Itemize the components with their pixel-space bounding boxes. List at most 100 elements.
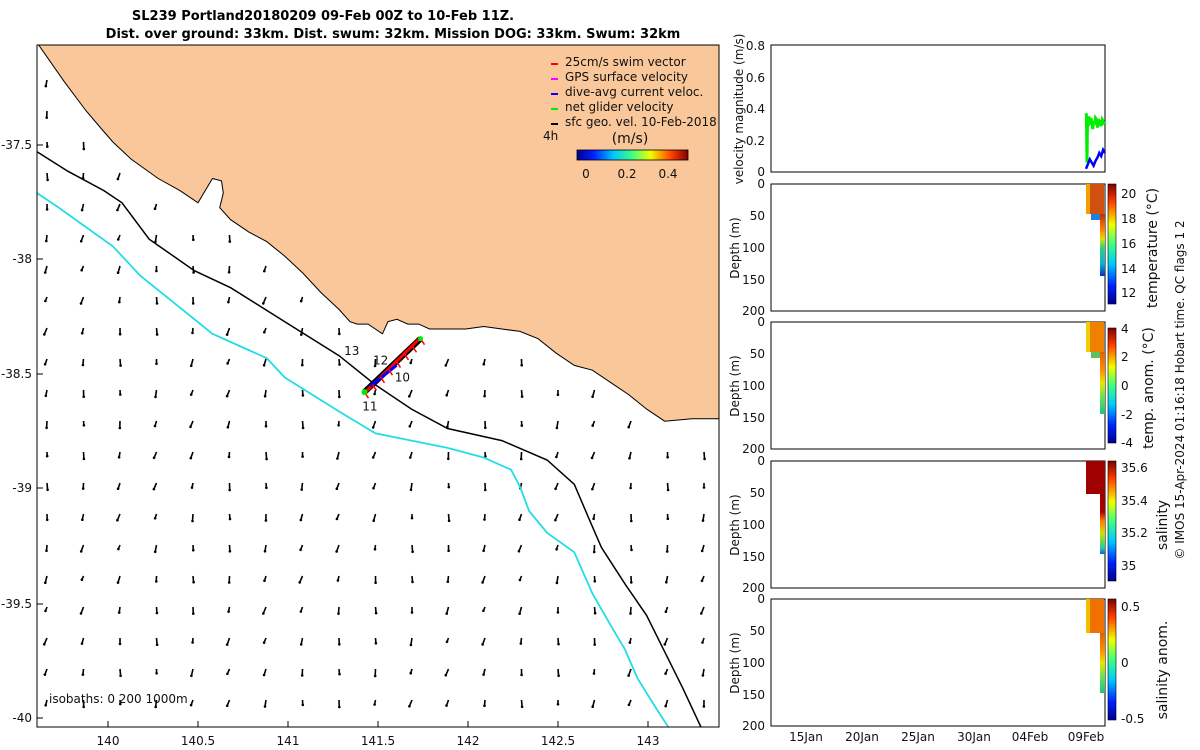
temperature-cb-tick: 14 [1121,262,1136,276]
geo-velocity-arrowhead [409,671,413,675]
geo-velocity-arrowhead [445,612,449,615]
geo-velocity-arrowhead [46,488,49,492]
salinity-anom-cb-tick: 0.5 [1121,600,1140,614]
geo-velocity-arrowhead [299,610,303,613]
dive-avg-vectors [369,364,398,388]
geo-velocity-arrowhead [263,330,266,334]
geo-velocity-arrowhead [118,642,122,646]
geo-velocity-arrowhead [520,673,523,677]
geo-velocity-arrowhead [554,487,557,491]
geo-velocity-arrowhead [226,425,230,429]
geo-velocity-arrowhead [338,643,341,646]
depth-tick: 150 [742,550,765,564]
geo-velocity-arrowhead [590,456,594,460]
salinity-cb-tick: 35.2 [1121,526,1148,540]
geo-velocity-arrowhead [225,643,229,646]
geo-velocity-arrowhead [80,642,84,645]
geo-velocity-arrowhead [192,271,195,274]
geo-velocity-arrowhead [262,673,266,677]
geo-velocity-arrowhead [46,178,49,182]
geo-velocity-arrowhead [225,394,229,398]
map-ytick-label: -38 [12,252,32,266]
geo-velocity-arrowhead [666,455,669,459]
map-panel: 140 140.5 141 141.5 142 142.5 143 -37.5 … [1,44,720,748]
temp-anom-profile-top [1086,322,1104,352]
geo-velocity-arrowhead [154,395,157,399]
geo-velocity-arrowhead [520,424,524,427]
geo-velocity-arrowhead [118,426,122,430]
geo-velocity-arrowhead [265,457,268,461]
salinity-anom-ylabel: Depth (m) [728,632,742,693]
date-tick: 25Jan [901,730,935,744]
geo-velocity-arrowhead [554,518,557,522]
depth-tick: 0 [757,315,765,329]
geo-velocity-arrowhead [189,393,193,396]
temp-anom-ylabel: Depth (m) [728,355,742,416]
geo-velocity-arrowhead [481,643,484,646]
geo-velocity-arrowhead [117,611,121,614]
geo-velocity-arrowhead [301,455,304,458]
geo-velocity-arrowhead [153,424,157,428]
geo-velocity-arrowhead [482,362,486,366]
geo-velocity-arrowhead [630,548,633,552]
geo-velocity-arrowhead [155,611,159,615]
geo-velocity-arrowhead [155,672,158,675]
geo-velocity-arrowhead [263,579,266,582]
geo-velocity-arrowhead [80,208,84,212]
temperature-panel: 0 50 100 150 200 Depth (m) 20 18 16 14 1… [728,177,1161,318]
geo-velocity-arrowhead [629,612,632,615]
depth-tick: 0 [757,592,765,606]
map-colorbar [576,149,689,161]
salinity-panel: 0 50 100 150 200 Depth (m) 35.6 35.4 35.… [728,454,1171,595]
geo-velocity-arrowhead [43,333,46,336]
geo-velocity-arrowhead [335,517,339,521]
geo-velocity-arrowhead [409,643,413,647]
geo-velocity-arrowhead [43,642,46,646]
map-colorbar-tick: 0.2 [617,167,636,181]
geo-velocity-arrowhead [483,394,486,398]
geo-velocity-arrowhead [298,581,302,584]
temperature-axes [770,183,1106,312]
depth-tick: 50 [750,209,765,223]
geo-velocity-arrowhead [154,705,157,709]
geo-velocity-arrowhead [338,705,341,709]
map-ytick-label: -38.5 [1,367,32,381]
geo-velocity-arrowhead [189,425,192,429]
geo-velocity-arrowhead [79,239,83,243]
geo-velocity-arrowhead [116,238,120,241]
geo-velocity-arrowhead [191,641,194,644]
geo-velocity-arrowhead [192,580,195,584]
map-colorbar-tick: 0 [582,167,590,181]
temperature-profile-deep [1100,214,1105,276]
depth-tick: 0 [757,177,765,191]
map-colorbar-tick: 0.4 [658,167,677,181]
geo-velocity-arrowhead [228,517,232,521]
geo-velocity-arrowhead [192,612,195,615]
geo-velocity-arrowhead [153,550,157,554]
geo-velocity-arrowhead [262,612,265,615]
geo-velocity-arrowhead [592,550,596,554]
map-ytick-label: -39 [12,481,32,495]
geo-velocity-arrowhead [591,487,594,491]
geo-velocity-arrowhead [336,579,340,582]
swim-vector [387,368,394,376]
geo-velocity-arrowhead [447,519,451,523]
geo-velocity-arrowhead [265,486,268,490]
geo-velocity-arrowhead [408,425,412,428]
geo-velocity-arrowhead [45,116,48,119]
temp-anom-colorbar [1107,327,1117,444]
velocity-series-dive [1084,146,1107,170]
geo-velocity-arrowhead [263,269,266,273]
geo-velocity-arrowhead [556,393,560,397]
geo-velocity-arrowhead [411,580,414,584]
depth-tick: 100 [742,379,765,393]
geo-velocity-arrowhead [593,579,597,583]
geo-velocity-arrowhead [119,393,122,396]
salinity-anom-cb-tick: 0 [1121,656,1129,670]
legend-label: GPS surface velocity [565,70,688,84]
geo-velocity-arrowhead [192,548,195,552]
geo-velocity-arrowhead [591,705,594,708]
temp-anom-cb-tick: -2 [1121,408,1133,422]
geo-velocity-arrowhead [44,394,48,398]
